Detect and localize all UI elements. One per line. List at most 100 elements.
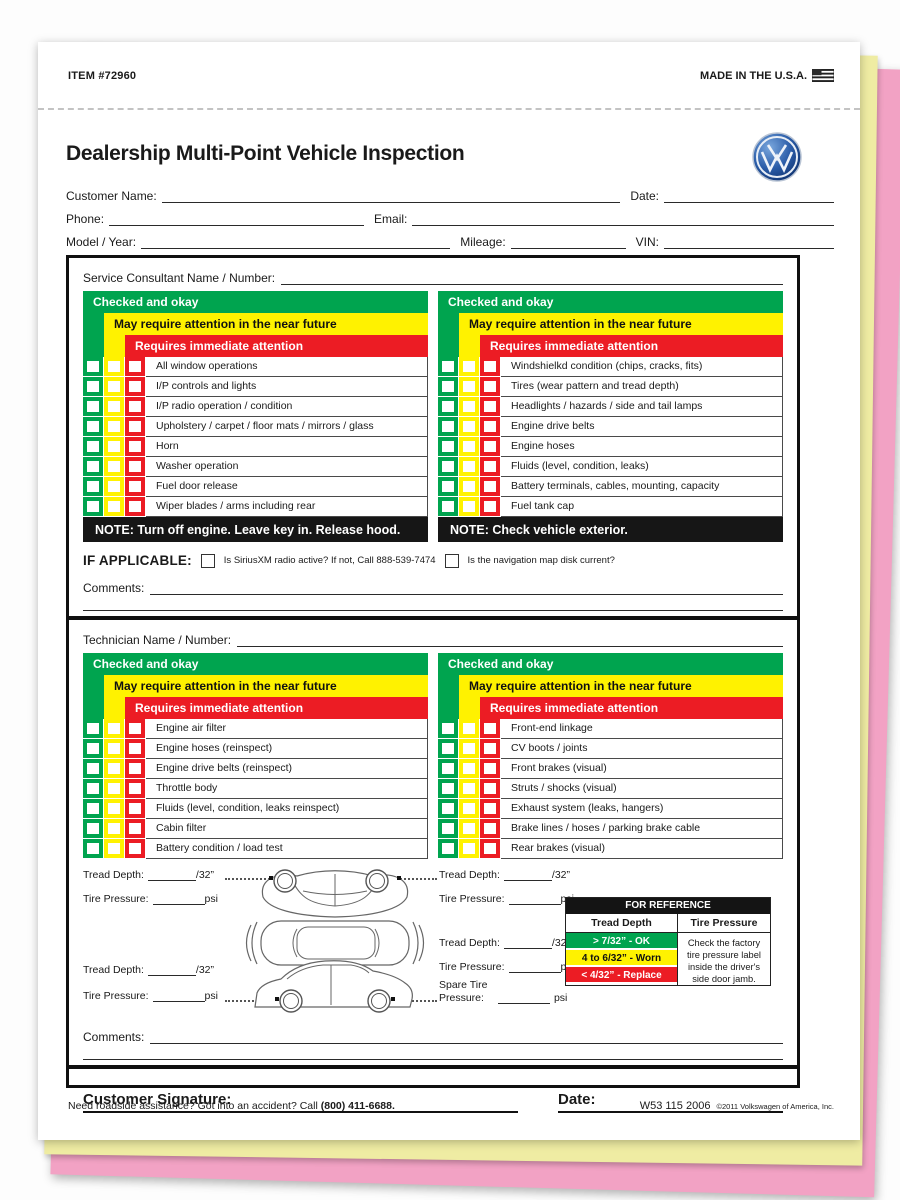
checkbox-green[interactable] (87, 461, 99, 472)
tread-depth-field[interactable] (503, 937, 552, 949)
model-year-field[interactable] (141, 234, 451, 249)
checkbox-green[interactable] (442, 743, 454, 754)
technician-comments-field[interactable] (150, 1029, 783, 1044)
checkbox-yellow[interactable] (463, 723, 475, 734)
checkbox-yellow[interactable] (108, 401, 120, 412)
checkbox-green[interactable] (87, 441, 99, 452)
checkbox-yellow[interactable] (463, 803, 475, 814)
checkbox-green[interactable] (442, 783, 454, 794)
checkbox-red[interactable] (484, 743, 496, 754)
checkbox-green[interactable] (442, 723, 454, 734)
checkbox-red[interactable] (129, 461, 141, 472)
service-comments-field[interactable] (150, 580, 783, 595)
checkbox-yellow[interactable] (463, 421, 475, 432)
checkbox-red[interactable] (129, 743, 141, 754)
checkbox-yellow[interactable] (463, 401, 475, 412)
checkbox-yellow[interactable] (108, 361, 120, 372)
checkbox-green[interactable] (87, 763, 99, 774)
checkbox-yellow[interactable] (108, 421, 120, 432)
checkbox-red[interactable] (484, 723, 496, 734)
checkbox-green[interactable] (87, 843, 99, 854)
checkbox-yellow[interactable] (108, 763, 120, 774)
checkbox-yellow[interactable] (108, 743, 120, 754)
checkbox-yellow[interactable] (463, 361, 475, 372)
date-field[interactable] (664, 188, 834, 203)
checkbox-red[interactable] (129, 421, 141, 432)
checkbox-yellow[interactable] (108, 823, 120, 834)
checkbox-red[interactable] (484, 401, 496, 412)
checkbox-green[interactable] (442, 481, 454, 492)
navigation-checkbox[interactable] (444, 553, 459, 568)
checkbox-green[interactable] (87, 823, 99, 834)
checkbox-green[interactable] (87, 381, 99, 392)
checkbox-yellow[interactable] (463, 461, 475, 472)
email-field[interactable] (412, 211, 834, 226)
checkbox-green[interactable] (442, 461, 454, 472)
checkbox-yellow[interactable] (108, 461, 120, 472)
checkbox-yellow[interactable] (463, 743, 475, 754)
checkbox-red[interactable] (484, 441, 496, 452)
checkbox-yellow[interactable] (108, 723, 120, 734)
checkbox-red[interactable] (129, 481, 141, 492)
checkbox-red[interactable] (484, 783, 496, 794)
checkbox-red[interactable] (129, 361, 141, 372)
checkbox-red[interactable] (484, 481, 496, 492)
tire-pressure-field[interactable] (508, 893, 561, 905)
checkbox-green[interactable] (87, 723, 99, 734)
checkbox-green[interactable] (87, 743, 99, 754)
checkbox-green[interactable] (442, 361, 454, 372)
checkbox-green[interactable] (87, 803, 99, 814)
mileage-field[interactable] (510, 234, 626, 249)
checkbox-green[interactable] (442, 823, 454, 834)
checkbox-yellow[interactable] (463, 481, 475, 492)
checkbox-green[interactable] (442, 501, 454, 512)
checkbox-yellow[interactable] (463, 783, 475, 794)
siriusxm-checkbox[interactable] (200, 553, 215, 568)
checkbox-red[interactable] (484, 803, 496, 814)
checkbox-red[interactable] (129, 763, 141, 774)
tire-pressure-field[interactable] (152, 893, 205, 905)
checkbox-red[interactable] (129, 723, 141, 734)
customer-name-field[interactable] (161, 188, 621, 203)
checkbox-yellow[interactable] (108, 803, 120, 814)
checkbox-green[interactable] (87, 401, 99, 412)
vin-field[interactable] (664, 234, 834, 249)
checkbox-green[interactable] (442, 421, 454, 432)
checkbox-red[interactable] (129, 843, 141, 854)
checkbox-red[interactable] (484, 843, 496, 854)
service-comments-line-2[interactable] (83, 610, 783, 611)
checkbox-yellow[interactable] (463, 823, 475, 834)
tire-pressure-field[interactable] (152, 990, 205, 1002)
checkbox-yellow[interactable] (108, 843, 120, 854)
checkbox-red[interactable] (484, 381, 496, 392)
checkbox-green[interactable] (87, 783, 99, 794)
checkbox-red[interactable] (484, 823, 496, 834)
phone-field[interactable] (109, 211, 365, 226)
checkbox-yellow[interactable] (108, 441, 120, 452)
tread-depth-field[interactable] (147, 964, 196, 976)
service-consultant-field[interactable] (281, 270, 783, 285)
checkbox-red[interactable] (484, 361, 496, 372)
checkbox-yellow[interactable] (463, 501, 475, 512)
tread-depth-field[interactable] (147, 869, 196, 881)
checkbox-red[interactable] (129, 501, 141, 512)
checkbox-red[interactable] (484, 501, 496, 512)
technician-comments-line-2[interactable] (83, 1059, 783, 1060)
checkbox-red[interactable] (484, 421, 496, 432)
checkbox-green[interactable] (442, 441, 454, 452)
checkbox-green[interactable] (442, 401, 454, 412)
checkbox-red[interactable] (129, 381, 141, 392)
checkbox-yellow[interactable] (108, 783, 120, 794)
checkbox-green[interactable] (87, 501, 99, 512)
checkbox-green[interactable] (442, 803, 454, 814)
checkbox-yellow[interactable] (108, 481, 120, 492)
checkbox-yellow[interactable] (463, 843, 475, 854)
checkbox-red[interactable] (129, 401, 141, 412)
checkbox-red[interactable] (129, 441, 141, 452)
signature-date-field[interactable]: Date: (558, 1091, 783, 1113)
checkbox-green[interactable] (87, 361, 99, 372)
checkbox-red[interactable] (484, 461, 496, 472)
checkbox-green[interactable] (87, 421, 99, 432)
checkbox-green[interactable] (87, 481, 99, 492)
checkbox-red[interactable] (129, 823, 141, 834)
